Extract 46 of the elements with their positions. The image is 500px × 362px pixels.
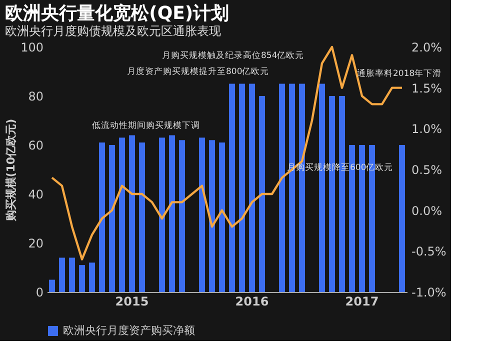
y-tick-label: 60 — [28, 138, 44, 152]
bar — [109, 145, 115, 292]
bar — [139, 142, 145, 292]
x-tick-label: 2017 — [345, 294, 379, 308]
bar — [129, 135, 135, 292]
y2-tick-label: 0.0% — [412, 204, 442, 218]
bar — [79, 265, 85, 292]
bar — [69, 258, 75, 292]
y-tick-label: 80 — [28, 90, 44, 104]
bar — [169, 135, 175, 292]
bar — [219, 142, 225, 292]
annotation: 低流动性期间购买规模下调 — [92, 120, 200, 131]
bar — [399, 145, 405, 292]
bar — [49, 280, 55, 292]
annotation: 月度资产购买规模提升至800亿欧元 — [127, 66, 270, 77]
bar — [179, 140, 185, 292]
bar — [289, 84, 295, 292]
y2-tick-label: 1.5% — [412, 81, 442, 96]
bar — [239, 84, 245, 292]
y2-tick-label: -0.5% — [412, 244, 446, 259]
y2-tick-label: 2.0% — [412, 40, 442, 54]
y2-tick-label: 0.5% — [412, 163, 442, 177]
bar — [89, 262, 95, 292]
y2-tick-label: 1.0% — [412, 122, 442, 136]
x-tick-label: 2016 — [235, 294, 269, 308]
chart-title: 欧洲央行量化宽松(QE)计划 — [5, 3, 230, 24]
bar — [229, 84, 235, 292]
chart-subtitle: 欧洲央行月度购债规模及欧元区通胀表现 — [5, 24, 222, 38]
legend-label: 欧洲央行月度资产购买净额 — [63, 324, 195, 337]
y-tick-label: 20 — [28, 236, 44, 250]
bar — [259, 96, 265, 292]
y-tick-label: 0 — [36, 286, 44, 300]
y2-tick-label: -1.0% — [412, 286, 446, 300]
bar — [119, 138, 125, 292]
bar — [199, 138, 205, 292]
annotation: 月购买规模触及纪录高位854亿欧元 — [162, 50, 304, 61]
bar — [159, 138, 165, 292]
bar — [279, 84, 285, 292]
bar — [59, 258, 65, 292]
x-tick-label: 2015 — [115, 294, 149, 308]
y-axis-title: 购买规模(10亿欧元) — [4, 118, 18, 222]
y-tick-label: 40 — [28, 188, 44, 202]
bar — [99, 142, 105, 292]
y-tick-label: 100 — [20, 40, 44, 54]
bar — [249, 84, 255, 292]
bar — [209, 140, 215, 292]
